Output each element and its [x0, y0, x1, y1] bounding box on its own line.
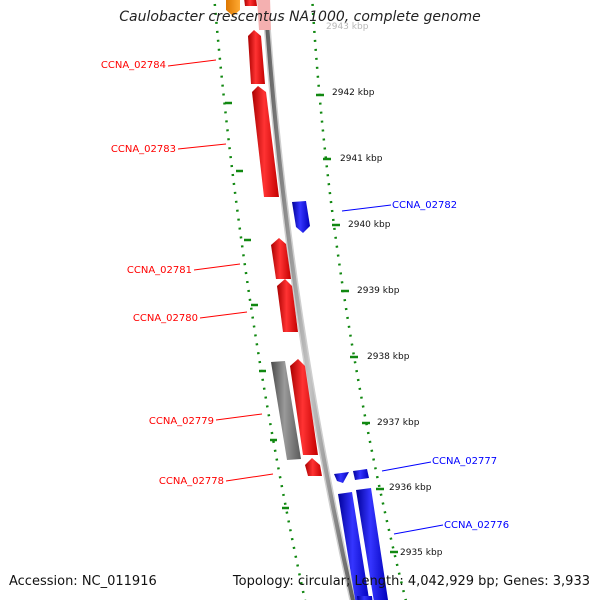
gene-feature-grey	[271, 361, 301, 460]
tick-label: 2935 kbp	[400, 548, 443, 558]
gene-arrow-ccna-02784[interactable]	[248, 30, 265, 84]
inner-tick-track	[213, 0, 307, 600]
tick-label: 2936 kbp	[389, 483, 432, 493]
backbone	[263, 0, 355, 600]
gene-labels: CCNA_02784 CCNA_02783 CCNA_02782 CCNA_02…	[101, 60, 509, 531]
tick-label: 2938 kbp	[367, 352, 410, 362]
gene-arrow-ccna-02778[interactable]	[305, 458, 322, 476]
gene-label-ccna-02776[interactable]: CCNA_02776	[444, 520, 509, 531]
tick-labels: 2943 kbp 2942 kbp 2941 kbp 2940 kbp 2939…	[326, 22, 443, 558]
tick-label: 2937 kbp	[377, 418, 420, 428]
gene-label-ccna-02782[interactable]: CCNA_02782	[392, 200, 457, 211]
gene-label-ccna-02784[interactable]: CCNA_02784	[101, 60, 166, 71]
gene-features	[248, 30, 388, 600]
gene-arrow-ccna-02777b[interactable]	[353, 469, 369, 480]
gene-arrow-ccna-02776b[interactable]	[356, 488, 388, 600]
topology-summary-text: Topology: circular; Length: 4,042,929 bp…	[232, 574, 590, 589]
gene-label-ccna-02779[interactable]: CCNA_02779	[149, 416, 214, 427]
gene-label-ccna-02783[interactable]: CCNA_02783	[111, 144, 176, 155]
partial-feature-red-top	[244, 0, 257, 6]
gene-arrow-ccna-02780[interactable]	[277, 279, 298, 332]
gene-feature-cropped-bottom	[357, 596, 373, 600]
tick-label: 2943 kbp	[326, 22, 369, 32]
outer-major-ticks	[316, 93, 398, 554]
partial-feature-pink-top	[257, 0, 271, 30]
outer-tick-track	[311, 0, 408, 600]
gene-arrow-ccna-02776[interactable]	[338, 492, 370, 600]
gene-label-ccna-02778[interactable]: CCNA_02778	[159, 476, 224, 487]
gene-arrow-ccna-02779[interactable]	[290, 359, 318, 455]
tick-label: 2941 kbp	[340, 154, 383, 164]
gene-arrow-ccna-02781[interactable]	[271, 238, 291, 279]
map-title: Caulobacter crescentus NA1000, complete …	[119, 9, 481, 25]
gene-label-ccna-02780[interactable]: CCNA_02780	[133, 313, 198, 324]
inner-major-ticks	[225, 101, 289, 510]
accession-text: Accession: NC_011916	[9, 574, 157, 589]
label-leader-lines	[167, 59, 444, 535]
gene-label-ccna-02781[interactable]: CCNA_02781	[127, 265, 192, 276]
gene-arrow-ccna-02782[interactable]	[292, 201, 310, 233]
partial-feature-orange	[226, 0, 240, 16]
gene-arrow-ccna-02783[interactable]	[252, 86, 279, 197]
tick-label: 2942 kbp	[332, 88, 375, 98]
gene-arrow-ccna-02777[interactable]	[334, 472, 349, 483]
tick-label: 2940 kbp	[348, 220, 391, 230]
gene-label-ccna-02777[interactable]: CCNA_02777	[432, 456, 497, 467]
tick-label: 2939 kbp	[357, 286, 400, 296]
